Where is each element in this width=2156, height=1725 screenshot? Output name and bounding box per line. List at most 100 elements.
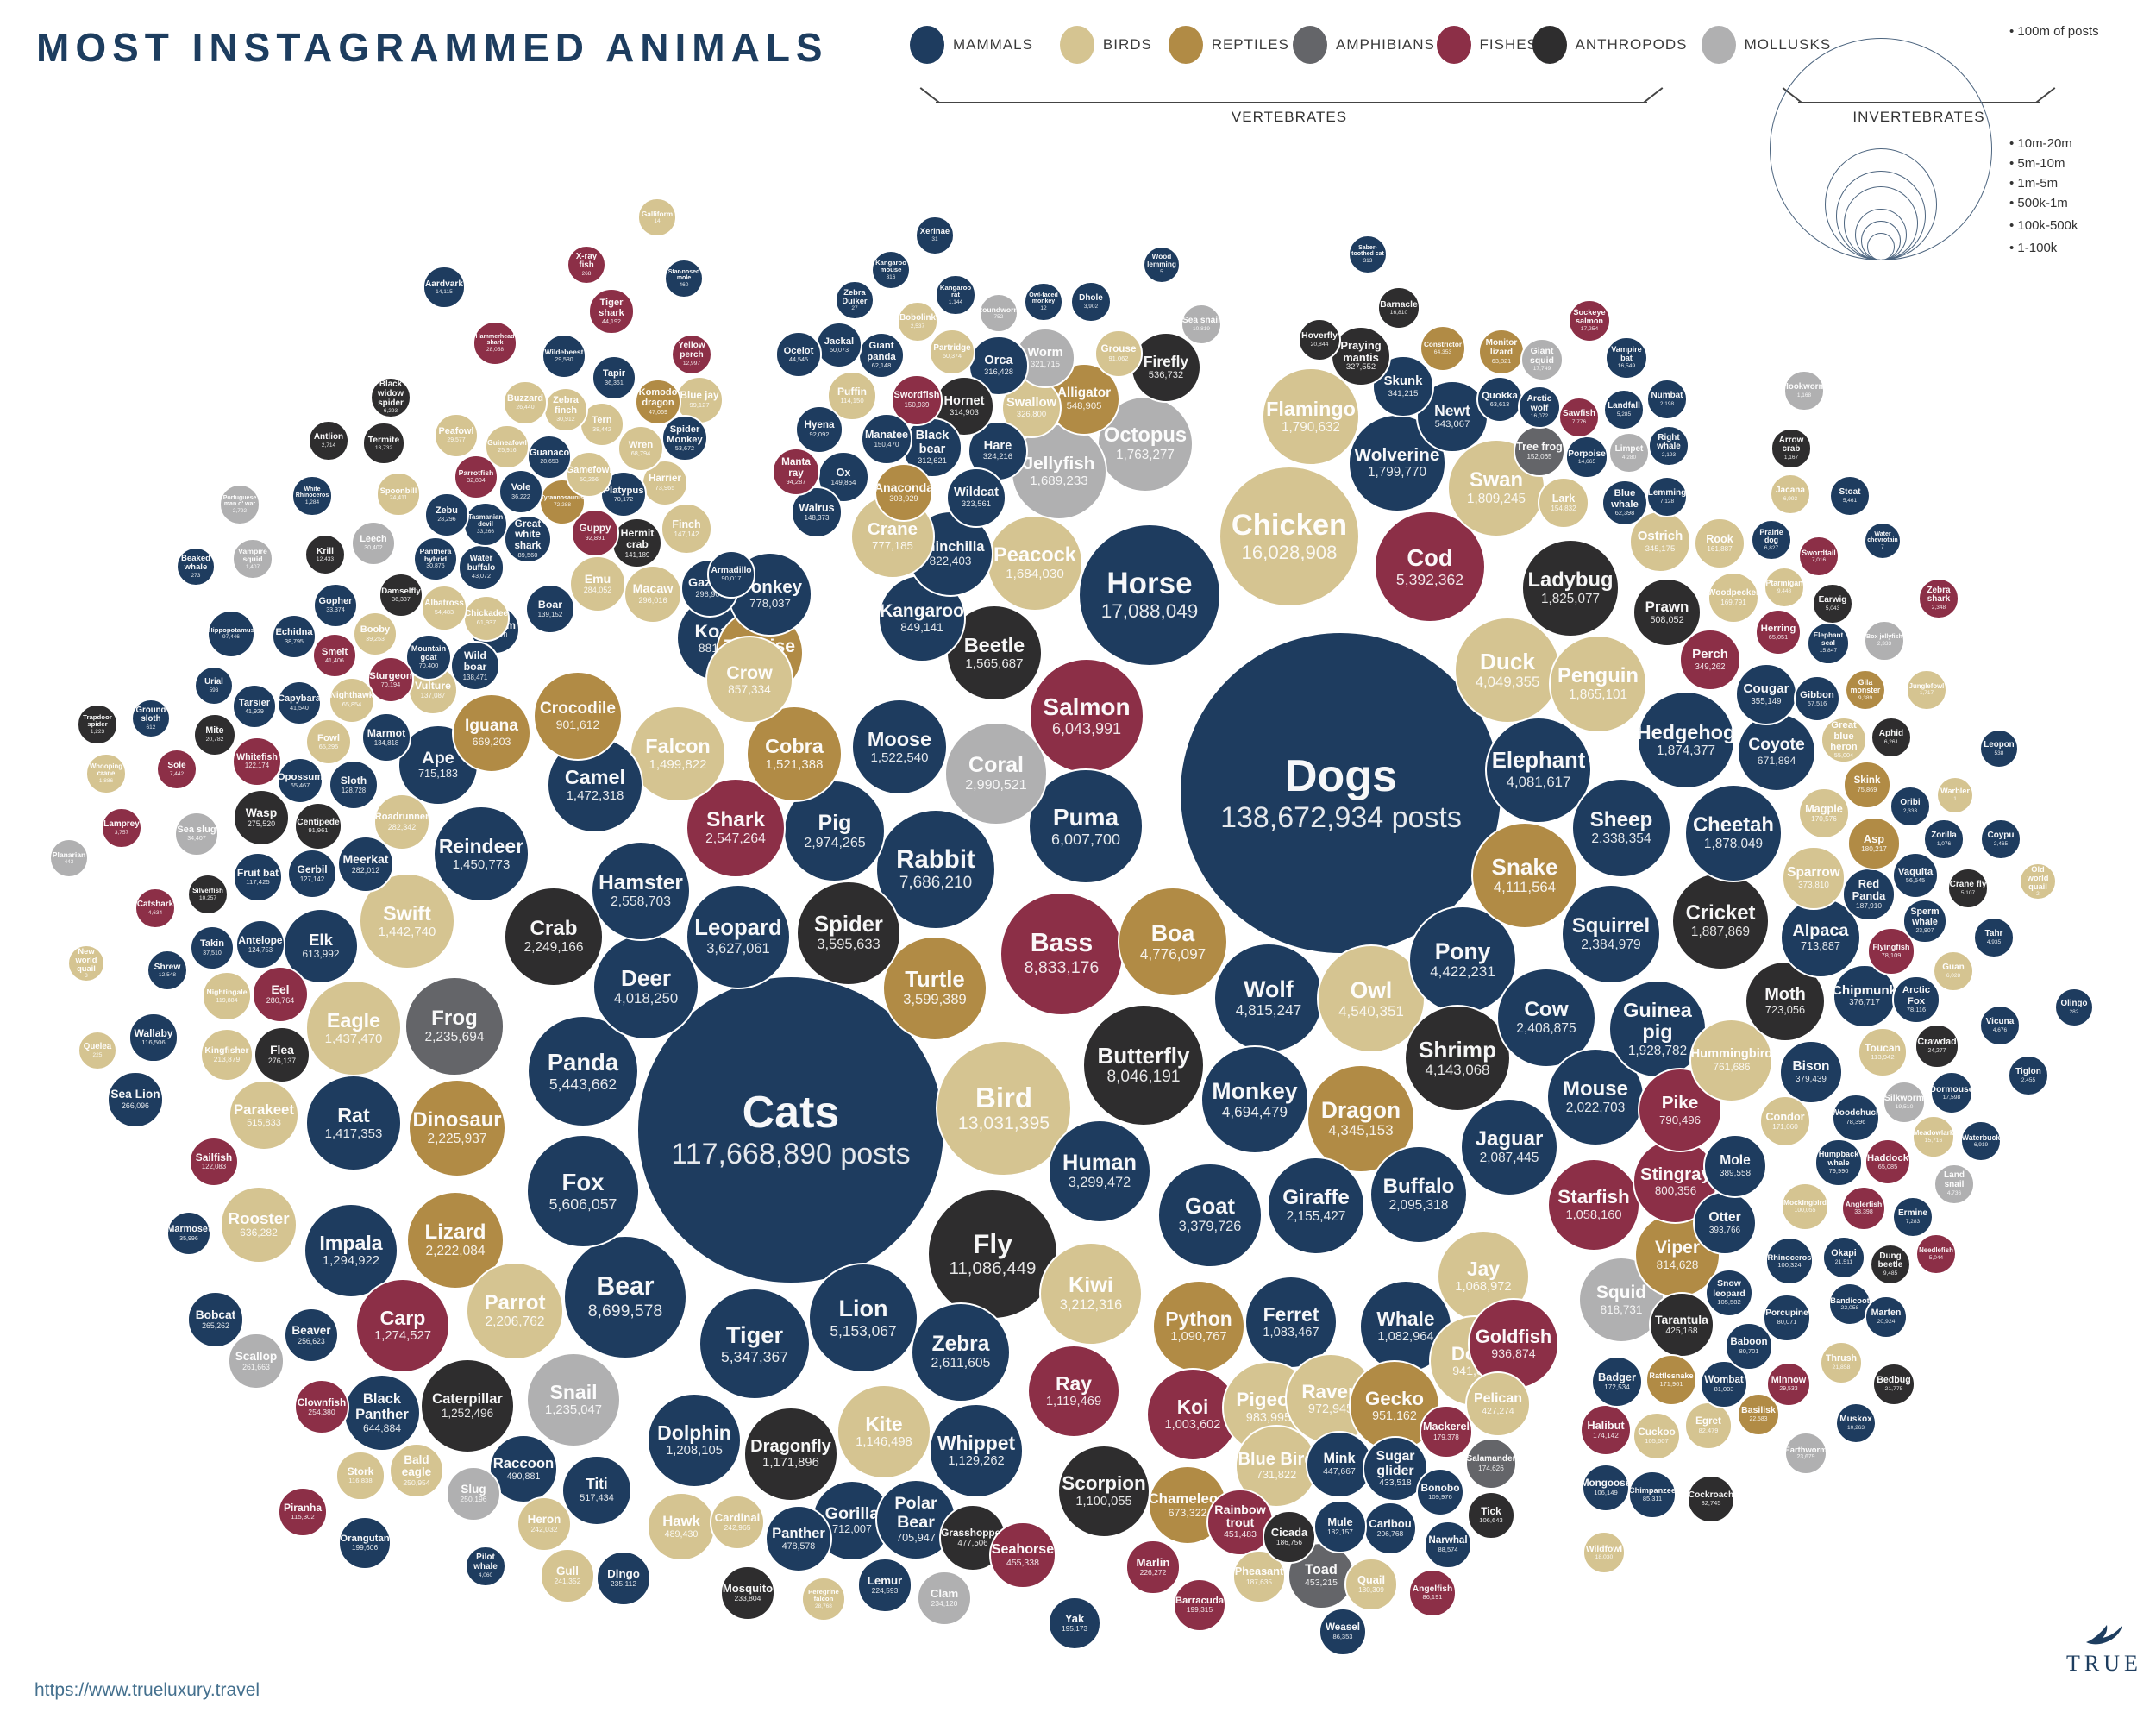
bubble-pilot-whale: Pilot whale 4,060 (465, 1546, 506, 1587)
bubble-value: 14 (654, 217, 661, 224)
bubble-crab: Crab 2,249,166 (504, 887, 604, 987)
bubble-snow-leopard: Snow leopard 105,582 (1704, 1268, 1754, 1318)
bubble-narwhal: Narwhal 88,574 (1424, 1521, 1472, 1569)
bubble-value: 31 (931, 236, 938, 243)
bubble-value: 713,887 (1800, 939, 1840, 953)
bubble-olingo: Olingo 282 (2053, 987, 2095, 1028)
bubble-value: 313 (1363, 257, 1373, 264)
bubble-x-ray-fish: X-ray fish 268 (566, 244, 607, 285)
bubble-label: Okapi (1831, 1248, 1857, 1259)
bubble-barracuda: Barracuda 199,315 (1172, 1578, 1226, 1632)
bubble-value: 451,483 (1224, 1530, 1257, 1540)
bubble-label: Koi (1176, 1396, 1209, 1419)
bubble-label: Silverfish (192, 886, 223, 894)
bubble-value: 28,768 (815, 1603, 832, 1609)
bubble-label: Walrus (799, 501, 835, 514)
bubble-value: 1,717 (1919, 690, 1934, 697)
bubble-spoonbill: Spoonbill 24,411 (376, 472, 421, 517)
bubble-value: 477,506 (957, 1538, 988, 1548)
bubble-marmoset: Marmoset 35,996 (166, 1210, 212, 1257)
bubble-clownfish: Clownfish 254,380 (293, 1378, 350, 1435)
bubble-label: Sparrow (1787, 865, 1840, 880)
bubble-label: Boar (537, 598, 563, 611)
bubble-label: Chickadee (465, 609, 508, 619)
bubble-value: 105,582 (1717, 1297, 1741, 1306)
bubble-otter: Otter 393,766 (1692, 1190, 1758, 1256)
bubble-hornet: Hornet 314,903 (934, 376, 994, 436)
bubble-label: Skink (1853, 775, 1881, 787)
bubble-trapdoor-spider: Trapdoor spider 1,223 (77, 704, 118, 745)
bubble-label: Dingo (607, 1566, 640, 1580)
bubble-label: Minnow (1771, 1375, 1807, 1386)
bubble-label: Guan (1942, 962, 1965, 972)
bubble-label: Beetle (963, 633, 1025, 656)
bubble-value: 284,052 (583, 586, 612, 595)
bubble-label: Stork (347, 1465, 374, 1478)
bubble-value: 1,223 (90, 728, 105, 735)
bubble-fly: Fly 11,086,449 (927, 1189, 1058, 1320)
bubble-value: 50,266 (579, 474, 599, 483)
bubble-value: 63,821 (1491, 356, 1512, 365)
bubble-arctic-wolf: Arctic wolf 16,072 (1518, 386, 1561, 429)
bubble-label: Mosquito (722, 1581, 774, 1595)
bubble-label: Kite (865, 1413, 903, 1436)
bubble-fox: Fox 5,606,057 (526, 1134, 640, 1248)
bubble-value: 105,607 (1645, 1437, 1669, 1445)
bubble-tasmanian-devil: Tasmanian devil 33,266 (462, 501, 509, 548)
bubble-value: 312,621 (918, 456, 947, 466)
bubble-rattlesnake: Rattlesnake 171,961 (1645, 1353, 1698, 1407)
bubble-marten: Marten 20,924 (1864, 1295, 1908, 1339)
bubble-value: 1,763,277 (1116, 448, 1175, 463)
bubble-monkey: Monkey 4,694,479 (1200, 1044, 1310, 1155)
bubble-owl: Owl 4,540,351 (1316, 944, 1426, 1054)
bubble-label: Viper (1654, 1237, 1700, 1258)
bubble-zorilla: Zorilla 1,076 (1923, 819, 1965, 860)
bubble-label: White Rhinoceros (295, 486, 329, 499)
bubble-value: 323,561 (961, 499, 992, 509)
bubble-value: 6,993 (1783, 495, 1798, 502)
bubble-label: Silkworm (1883, 1094, 1925, 1104)
bubble-label: Tarantula (1654, 1312, 1708, 1327)
bubble-value: 117,425 (246, 878, 270, 887)
bubble-label: Rattlesnake (1649, 1371, 1694, 1380)
bubble-value: 393,766 (1708, 1225, 1741, 1235)
bubble-label: Great white shark (514, 518, 542, 551)
bubble-label: Flyingfish (1872, 942, 1910, 951)
bubble-value: 32,804 (467, 477, 486, 484)
bubble-value: 3,902 (1083, 303, 1099, 310)
bubble-flea: Flea 276,137 (253, 1026, 311, 1084)
bubble-barnacle: Barnacle 16,810 (1377, 286, 1420, 329)
bubble-value: 33,266 (477, 528, 494, 535)
bubble-value: 6,007,700 (1050, 830, 1120, 848)
bubble-label: Iguana (464, 717, 519, 736)
bubble-value: 4,422,231 (1430, 963, 1495, 981)
bubble-tarsier: Tarsier 41,929 (231, 683, 278, 730)
bubble-label: Hippopotamus (208, 626, 254, 635)
bubble-value: 89,560 (517, 550, 538, 559)
bubble-value: 1,886 (98, 777, 114, 784)
bubble-gila-monster: Gila monster 9,389 (1845, 669, 1886, 711)
bubble-nighthawk: Nighthawk 65,854 (328, 676, 376, 724)
bubble-label: Spider Monkey (667, 423, 703, 445)
bubble-zebra-shark: Zebra shark 2,348 (1918, 578, 1959, 619)
bubble-value: 296,016 (638, 596, 667, 605)
bubble-label: Sloth (340, 774, 367, 787)
bubble-value: 303,929 (889, 494, 918, 504)
bubble-value: 41,406 (325, 656, 344, 664)
bubble-value: 425,168 (1665, 1326, 1698, 1336)
bubble-value: 5,285 (1616, 411, 1632, 417)
bubble-value: 13,732 (374, 444, 393, 451)
bubble-value: 63,613 (1489, 399, 1510, 408)
bubble-value: 275,520 (247, 819, 276, 829)
bubble-value: 4,776,097 (1139, 944, 1206, 963)
bubble-label: Stingray (1640, 1164, 1711, 1185)
bubble-label: Carp (379, 1306, 426, 1329)
bubble-value: 50,374 (942, 352, 962, 361)
bubble-label: Black Panther (355, 1390, 409, 1422)
bubble-value: 266,096 (122, 1101, 149, 1111)
bubble-value: 2,333 (1877, 641, 1892, 648)
amphibians-swatch-icon (1293, 26, 1327, 64)
bubble-label: Orangutan (340, 1534, 390, 1545)
bubble-label: Antlion (313, 431, 344, 442)
bubble-value: 2,455 (2021, 1076, 2036, 1083)
